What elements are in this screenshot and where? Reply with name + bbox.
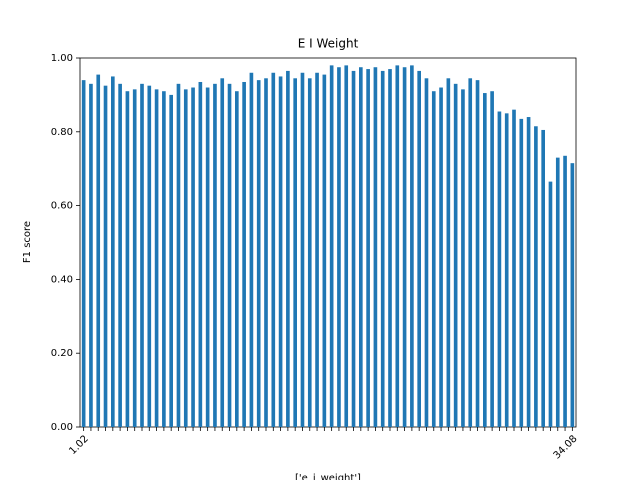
bar [293,78,297,428]
bar [235,91,239,428]
bar [548,181,553,427]
bar [81,80,86,427]
bar [417,70,421,427]
bar [205,87,210,428]
bar [512,109,516,427]
bar [256,80,261,427]
bar [264,78,268,428]
bar [140,83,144,427]
y-axis-label: F1 score [22,221,33,263]
y-tick-label: 0.80 [51,127,73,138]
bar [534,126,538,427]
bar [468,78,473,428]
bar [125,91,130,428]
y-tick-label: 0.00 [51,422,73,433]
bar [344,65,349,427]
bar [198,81,203,428]
bar [337,67,341,427]
bar [453,83,458,427]
bar [555,157,560,427]
bar [570,163,575,428]
bar [103,85,108,428]
bar [315,72,319,427]
bar [286,70,290,427]
bar [402,67,407,427]
bar [169,94,173,428]
bar [176,83,181,427]
bar [388,69,392,427]
bar [461,89,465,428]
bar [118,83,122,427]
bar [191,87,195,428]
bar [519,118,524,427]
bar [329,65,334,427]
y-tick-label: 0.20 [51,348,73,359]
bar [249,72,254,427]
bar [220,78,225,428]
chart-title: E I Weight [298,37,359,51]
bar [410,65,414,427]
bar [278,76,283,427]
bar [111,76,115,427]
bar [351,70,356,427]
bar [424,78,429,428]
bar [439,87,443,428]
bar [366,69,370,427]
bar [395,65,400,427]
bar [483,93,487,428]
bar [380,70,385,427]
bar [242,81,246,428]
bar [213,83,217,427]
bar [132,89,137,428]
y-tick-label: 0.60 [51,201,73,212]
y-tick-label: 1.00 [51,53,73,64]
x-tick-label: 1.02 [67,433,91,457]
bar [154,89,159,428]
bar [475,80,480,427]
bar [96,74,101,427]
bar [490,91,494,428]
axes-frame [79,57,577,428]
x-tick-label: 34.08 [552,433,580,461]
bar [373,67,378,427]
bar [162,91,166,428]
bar [526,117,531,427]
bar [322,74,327,427]
bar [446,78,451,428]
bar [504,113,509,427]
bar [147,85,152,428]
bar [300,72,305,427]
bar [359,67,363,427]
bar [431,91,436,428]
y-tick-label: 0.40 [51,274,73,285]
bar [563,155,567,427]
bar [271,72,276,427]
bar [541,129,545,427]
bar [307,78,312,428]
bar [497,111,502,427]
x-axis-label: ['e_i_weight'] [295,473,361,480]
bar [227,83,232,427]
bar [89,83,93,427]
bar [183,89,188,428]
